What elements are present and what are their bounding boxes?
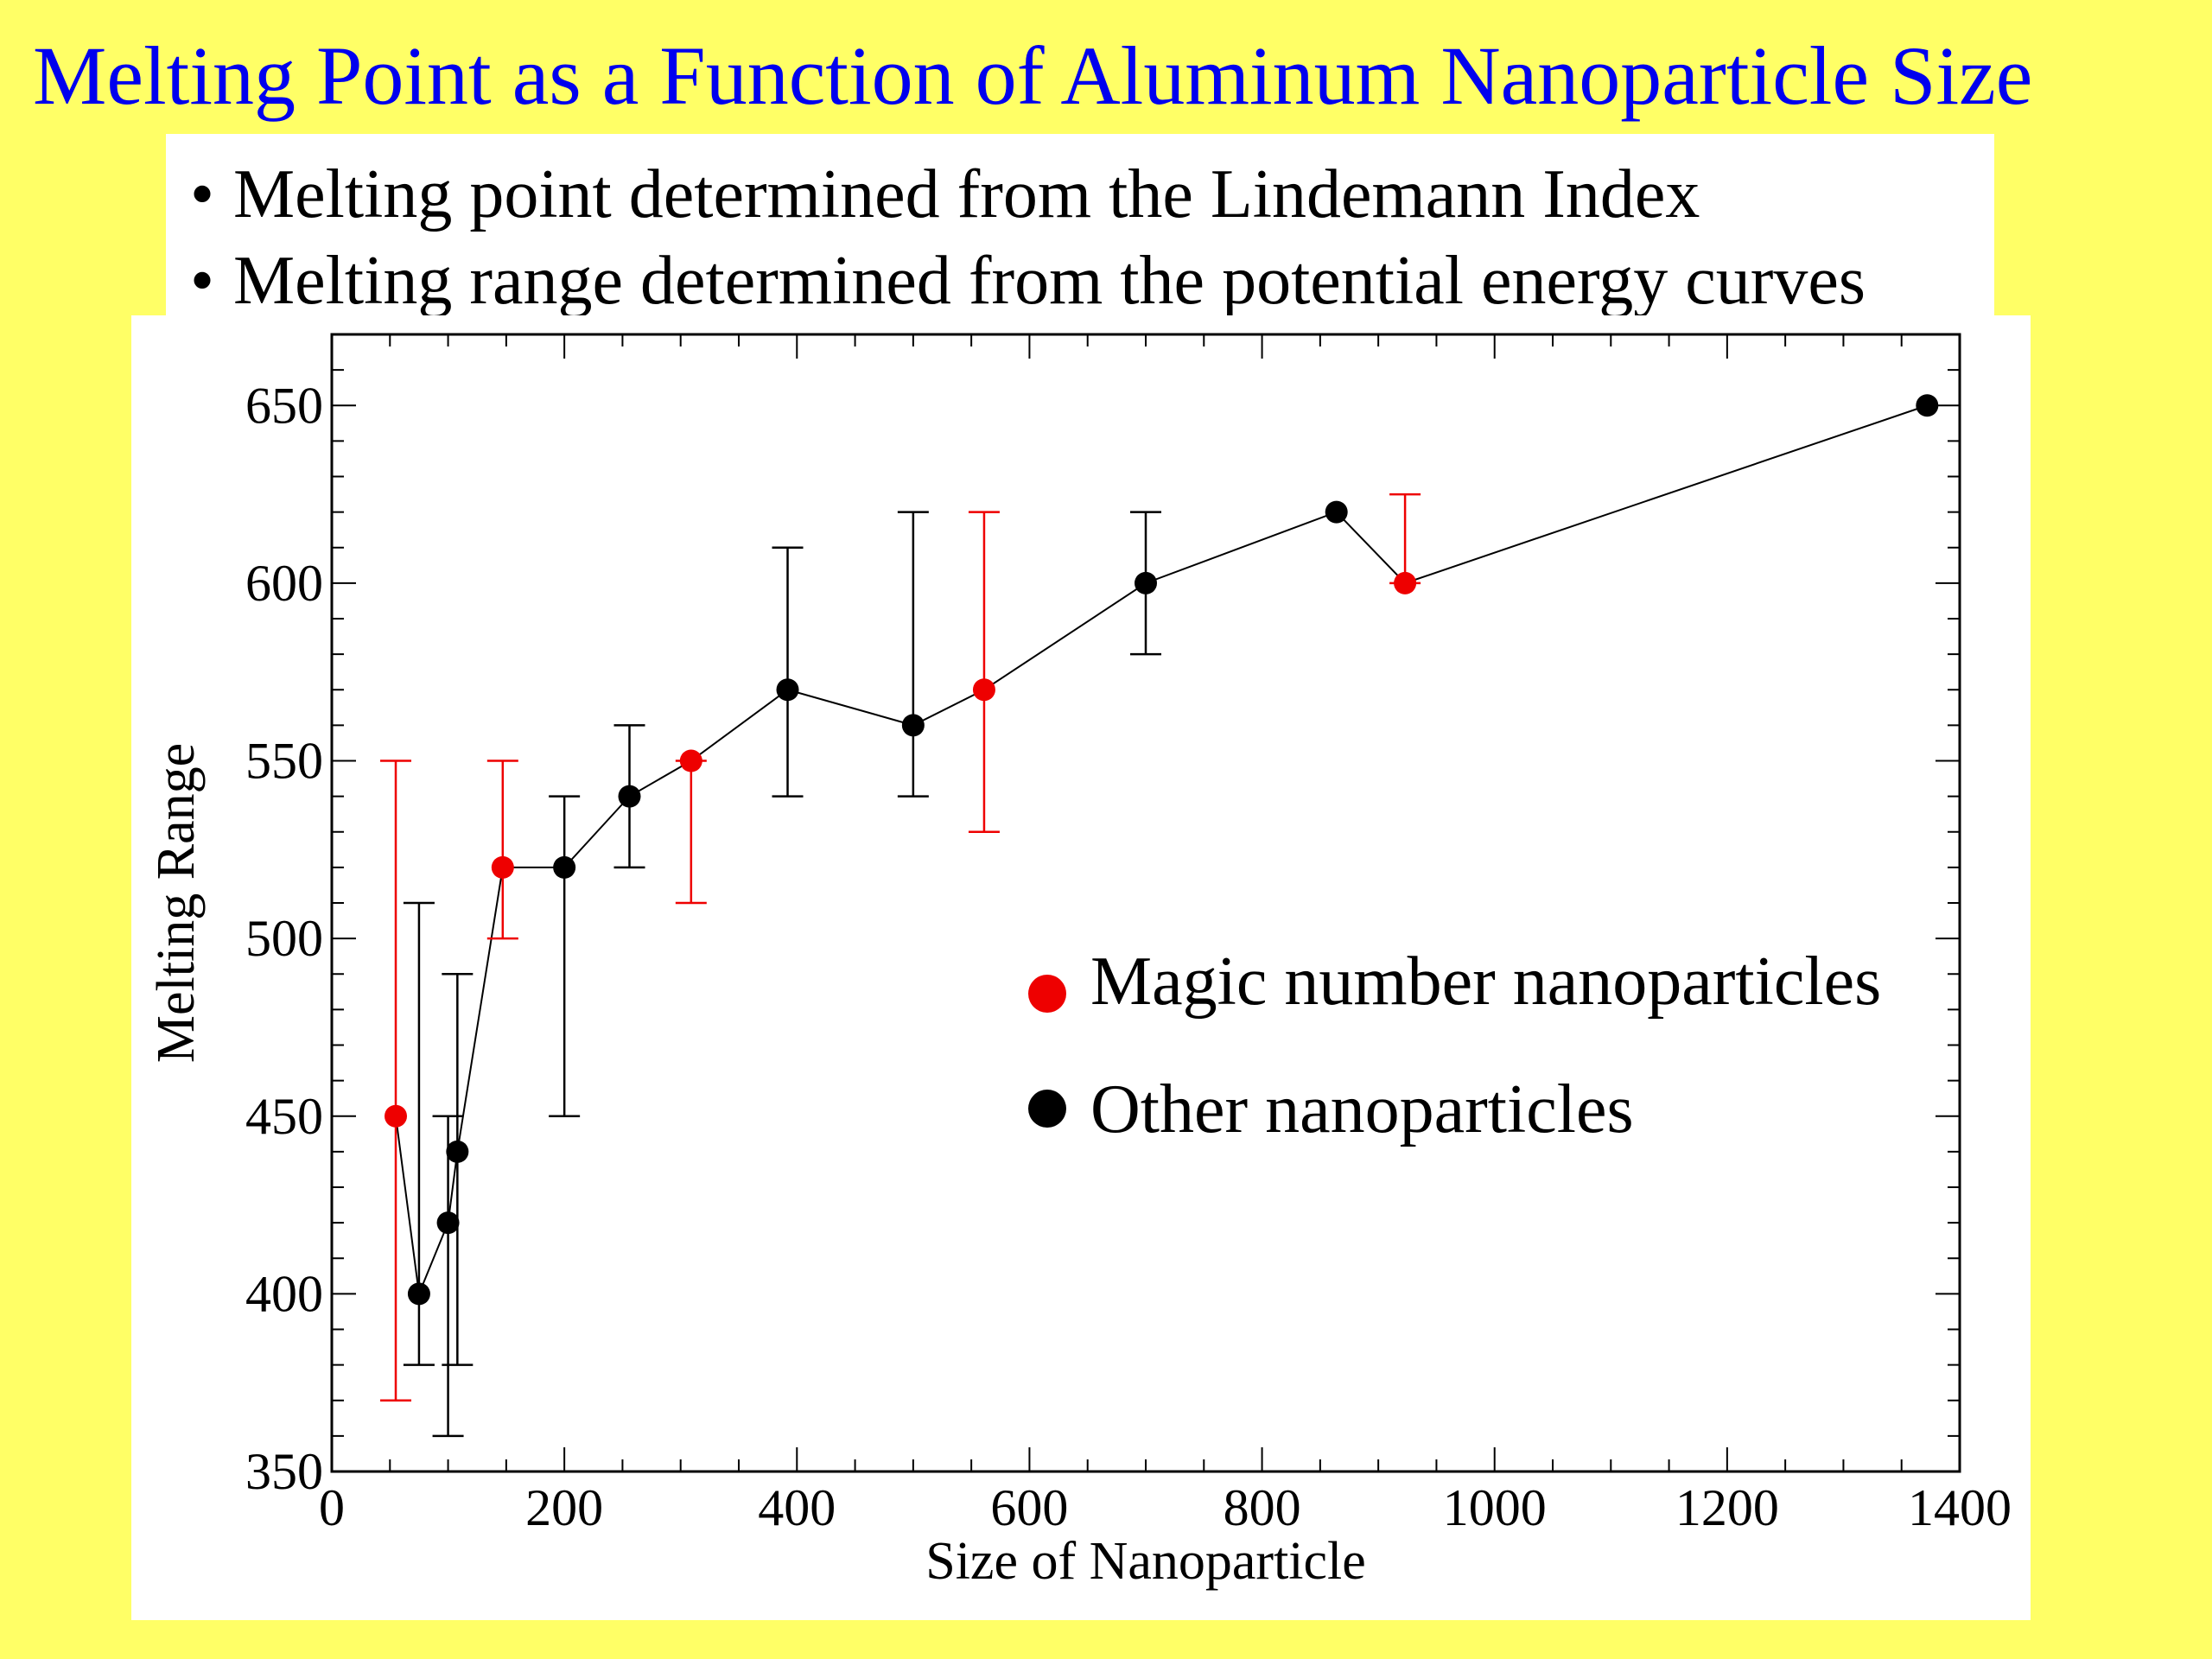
other-data-point (407, 1282, 430, 1306)
error-bar (772, 546, 804, 798)
magic-data-point (1394, 571, 1417, 594)
legend-marker-other (1028, 1090, 1066, 1128)
plot-frame (330, 333, 1961, 1473)
other-data-point (618, 785, 641, 808)
error-bar (897, 511, 929, 798)
magic-data-point (385, 1104, 408, 1128)
error-bar (1389, 493, 1421, 585)
y-tick-label: 600 (245, 555, 323, 612)
magic-data-point (491, 855, 514, 879)
magic-data-point (679, 749, 702, 772)
y-tick-label: 550 (245, 733, 323, 790)
x-tick-label: 1000 (1443, 1479, 1547, 1536)
bullet-text-1: Melting point determined from the Lindem… (233, 156, 1700, 232)
error-bar (380, 760, 412, 1402)
bullet-item-2: • Melting range determined from the poten… (190, 246, 1866, 315)
y-tick-label: 650 (245, 377, 323, 434)
bullet-symbol: • (190, 243, 215, 319)
bullet-item-1: • Melting point determined from the Linde… (190, 160, 1700, 229)
x-tick-label: 600 (990, 1479, 1068, 1536)
other-data-point (1135, 571, 1157, 594)
x-tick-label: 1400 (1908, 1479, 2012, 1536)
y-tick-label: 350 (245, 1443, 323, 1500)
melting-range-chart: 0 200 400 600 800 1000 1200 1400 350 400 450 500 550… (147, 333, 2012, 1591)
x-tick-label: 200 (525, 1479, 603, 1536)
y-tick-label: 450 (245, 1088, 323, 1145)
other-data-point (446, 1140, 469, 1163)
other-data-point (436, 1211, 460, 1235)
x-tick-label: 1200 (1675, 1479, 1779, 1536)
error-bar (486, 760, 518, 940)
legend-marker-magic (1028, 975, 1066, 1013)
other-data-point (1325, 500, 1348, 524)
chart-panel: 0 200 400 600 800 1000 1200 1400 350 400 450 500 550… (131, 315, 2031, 1620)
other-data-point (776, 678, 799, 702)
error-bar (442, 973, 474, 1366)
legend-label-other: Other nanoparticles (1090, 1071, 1634, 1147)
other-data-point (1916, 394, 1939, 417)
magic-data-point (972, 678, 995, 702)
y-tick-label: 400 (245, 1265, 323, 1322)
y-tick-label: 500 (245, 910, 323, 967)
bullet-text-2: Melting range determined from the potent… (233, 243, 1866, 319)
x-tick-label: 800 (1224, 1479, 1301, 1536)
error-bar (549, 795, 581, 1117)
error-bar (675, 760, 707, 905)
y-axis-title: Melting Range (147, 743, 206, 1063)
other-data-point (553, 855, 576, 879)
legend-label-magic: Magic number nanoparticles (1090, 944, 1881, 1020)
bullet-symbol: • (190, 156, 215, 232)
other-data-point (901, 714, 925, 737)
error-bar (968, 511, 1000, 833)
x-tick-label: 400 (758, 1479, 836, 1536)
slide-title: Melting Point as a Function of Aluminum … (33, 29, 2033, 122)
x-axis-title: Size of Nanoparticle (925, 1532, 1366, 1591)
bullet-list: • Melting point determined from the Linde… (166, 134, 1994, 326)
connecting-line (395, 404, 1928, 1298)
x-tick-label: 0 (319, 1479, 345, 1536)
error-bar (432, 1115, 464, 1438)
